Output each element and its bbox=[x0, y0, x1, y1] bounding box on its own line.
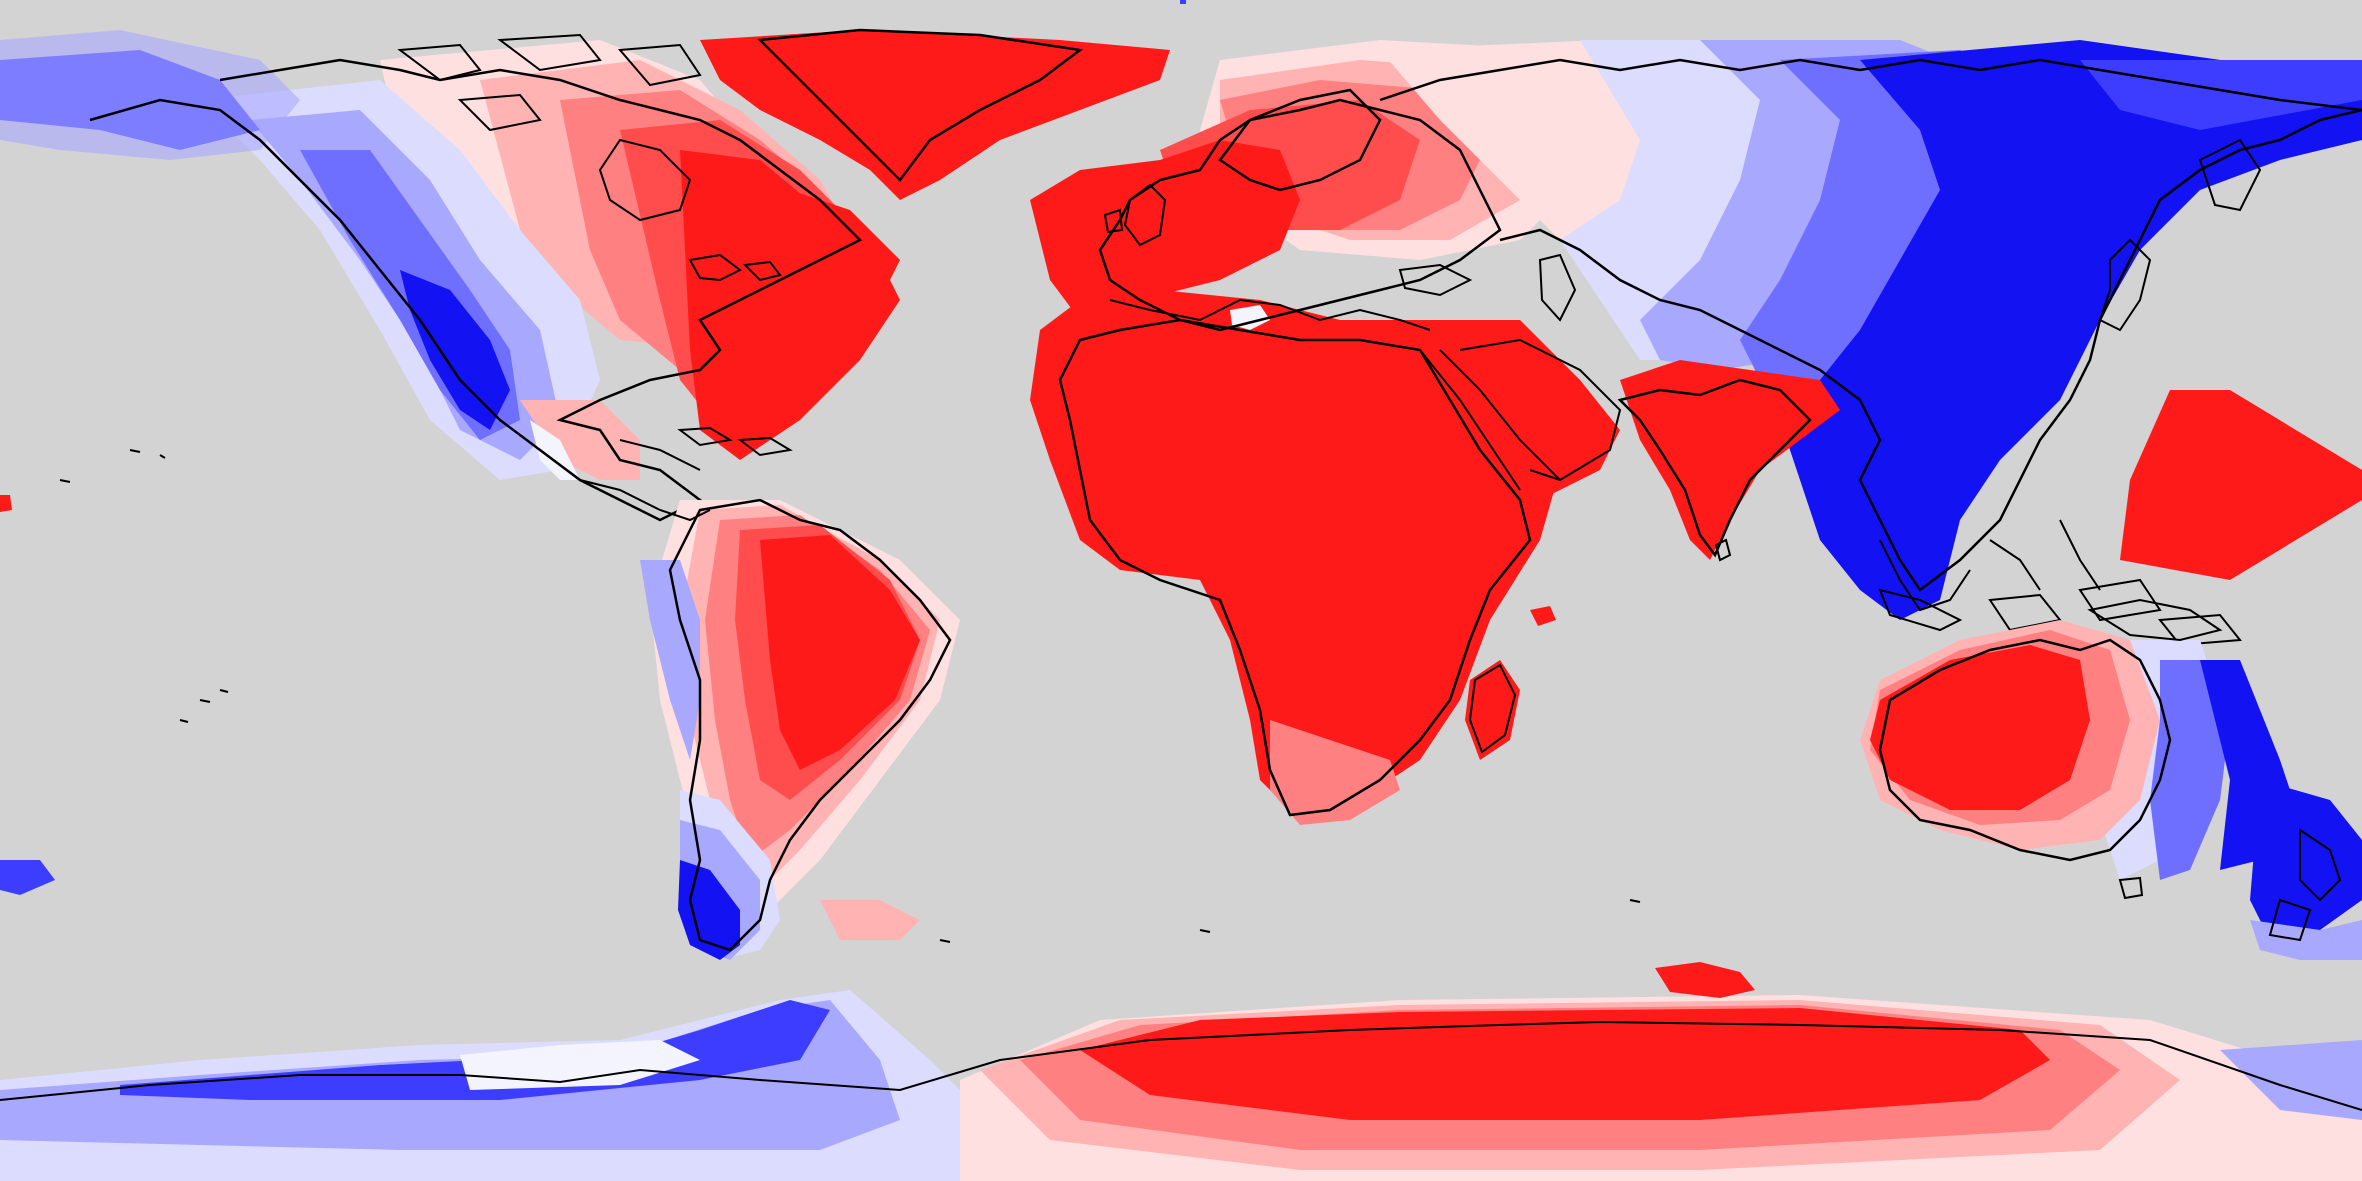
region-greenland bbox=[700, 28, 1170, 200]
india-coastline bbox=[1617, 378, 1812, 558]
australia-strong-red bbox=[1870, 645, 2090, 810]
mexico-light-red bbox=[520, 400, 640, 480]
sa-strong-red bbox=[760, 535, 920, 770]
japan-coastline bbox=[2098, 238, 2152, 332]
indian-ocean-red-spot bbox=[1530, 606, 1556, 626]
madagascar-red bbox=[1465, 660, 1520, 760]
sa-falklands-red bbox=[820, 900, 920, 940]
mediterranean-coastline bbox=[1109, 298, 1431, 331]
british-isles bbox=[1103, 183, 1167, 247]
tasmania bbox=[2118, 876, 2144, 900]
australia-coastline bbox=[1878, 638, 2172, 862]
na-east-strong-red bbox=[680, 150, 900, 460]
sa-coastline bbox=[668, 498, 952, 952]
mexico-white bbox=[530, 420, 580, 480]
antarctica-east-band-4 bbox=[1080, 1008, 2050, 1120]
na-great-lakes bbox=[688, 253, 782, 282]
left-edge-blue-spot bbox=[0, 860, 55, 895]
asia-strong-blue bbox=[1780, 40, 2362, 620]
north-pole-marker bbox=[1180, 0, 1186, 4]
india-strong-red bbox=[1620, 360, 1840, 560]
southeast-asia-coastline bbox=[1879, 519, 2101, 612]
na-alaska-light bbox=[0, 30, 300, 160]
small-features bbox=[0, 0, 1641, 943]
australia-east-blue bbox=[2150, 660, 2230, 880]
africa-strong-red bbox=[1030, 290, 1560, 820]
nz-light-blue bbox=[2250, 920, 2362, 960]
na-arctic-islands bbox=[397, 33, 702, 132]
siberia-coastline bbox=[1379, 58, 2362, 112]
region-oceania bbox=[1860, 390, 2362, 960]
western-europe-strong-red bbox=[1030, 140, 1300, 320]
region-asia bbox=[1379, 40, 2362, 647]
greenland-coastline bbox=[757, 28, 1084, 182]
nz-strong-blue bbox=[2250, 780, 2362, 940]
central-america-coastline bbox=[579, 439, 711, 522]
na-coastline bbox=[89, 58, 863, 522]
region-south-america bbox=[579, 426, 960, 960]
red-sea-coastline bbox=[1419, 349, 1561, 491]
new-guinea-coastline bbox=[2087, 598, 2223, 642]
region-antarctica bbox=[0, 962, 2362, 1181]
na-hudson-bay bbox=[598, 138, 692, 222]
south-africa-light bbox=[1270, 720, 1400, 825]
antarctica-small-islands bbox=[1655, 962, 1755, 998]
na-labrador-strong-red bbox=[790, 190, 900, 300]
pacific-red-triangle bbox=[2120, 390, 2362, 580]
kamchatka-coastline bbox=[2198, 138, 2262, 212]
sri-lanka bbox=[1714, 538, 1732, 562]
antarctica-peninsula-white bbox=[460, 1040, 700, 1090]
antarctica-coastline bbox=[0, 1020, 2362, 1111]
nz-coastline bbox=[2268, 828, 2342, 942]
madagascar-coastline bbox=[1468, 663, 1517, 754]
left-edge-red-spot bbox=[0, 495, 12, 512]
asia-coastline bbox=[1499, 108, 2362, 592]
caribbean-islands bbox=[677, 426, 793, 457]
pacific-islands-dots bbox=[59, 449, 1641, 943]
arabia-coastline bbox=[1459, 338, 1622, 482]
scandinavia-coastline bbox=[1218, 88, 1382, 192]
arabia-strong-red bbox=[1420, 320, 1620, 500]
sa-west-blue-light bbox=[640, 560, 700, 760]
na-west-strong-blue bbox=[400, 270, 510, 430]
greenland-strong-red bbox=[700, 30, 1170, 200]
caspian-black-sea bbox=[1398, 253, 1577, 322]
region-north-america bbox=[0, 30, 900, 522]
africa-coastline bbox=[1058, 318, 1532, 817]
